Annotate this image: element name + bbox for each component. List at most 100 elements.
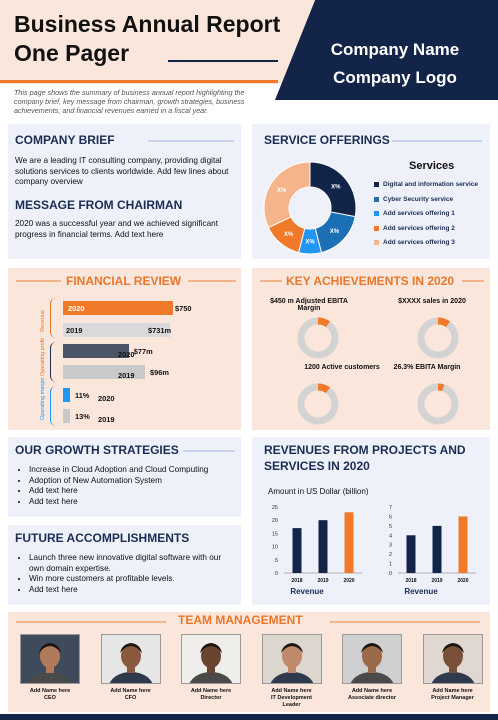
- company-name: Company Name: [330, 40, 460, 59]
- financial-bar: [63, 323, 171, 337]
- legend-swatch: [374, 240, 379, 245]
- y-tick-label: 6: [389, 514, 392, 520]
- title-line-1: Business Annual Report: [14, 11, 281, 37]
- financial-bar: [63, 301, 173, 315]
- revenue-bar: [318, 520, 328, 573]
- y-tick-label: 20: [272, 518, 278, 524]
- x-tick-label: 2020: [343, 578, 354, 584]
- bar-value: $77m: [133, 347, 153, 356]
- legend-item: Cyber Security service: [374, 196, 453, 203]
- financial-review-panel: FINANCIAL REVIEW Revenue 2020 $750 2019 $731…: [8, 268, 241, 430]
- team-member-card: Add Name here IT Development Leader: [261, 634, 322, 709]
- legend-label: Add services offering 3: [383, 239, 455, 246]
- team-member-role: Associate director: [348, 695, 396, 701]
- donut-slice-label: X%: [284, 232, 294, 238]
- team-rule-left: [16, 621, 166, 623]
- y-tick-label: 5: [275, 558, 278, 564]
- donut-slice: [309, 161, 357, 218]
- services-donut-chart: X% X% X% X% X%: [263, 161, 357, 255]
- financial-bar: [63, 409, 70, 423]
- x-axis-label: Revenue: [290, 587, 324, 596]
- x-tick-label: 2020: [457, 578, 468, 584]
- revenue-bar: [458, 516, 468, 573]
- team-rule-right: [330, 621, 480, 623]
- footer-bar: [0, 714, 498, 720]
- team-panel: TEAM MANAGEMENT Add Name here CEO Add Name…: [8, 612, 490, 712]
- achievement-label: 26.3% EBITA Margin: [393, 364, 461, 371]
- future-accomplishments-panel: FUTURE ACCOMPLISHMENTS Launch three new …: [8, 525, 241, 605]
- y-tick-label: 3: [389, 543, 392, 549]
- financial-bar: [63, 388, 70, 402]
- team-member-role: IT Development Leader: [271, 695, 312, 708]
- revenue-bar: [406, 535, 416, 573]
- donut-slice-label: X%: [330, 229, 340, 235]
- bar-value: 11%: [75, 391, 90, 400]
- growth-strategies-panel: OUR GROWTH STRATEGIES Increase in Cloud …: [8, 437, 241, 517]
- future-item: Launch three new innovative digital soft…: [29, 553, 227, 574]
- bar-year: 2020: [68, 304, 85, 313]
- group-bracket: [50, 386, 59, 426]
- y-tick-label: 0: [389, 571, 392, 577]
- y-tick-label: 0: [275, 571, 278, 577]
- achievement-gauge-fill: [437, 383, 445, 392]
- bar-value: 13%: [75, 412, 90, 421]
- achievement-gauge: [297, 383, 339, 425]
- company-brief-rule: [148, 140, 234, 142]
- team-member-name: Add Name here: [271, 688, 312, 694]
- x-tick-label: 2019: [431, 578, 442, 584]
- group-label: Revenue: [40, 309, 46, 332]
- revenue-chart-left: 0 5 10 15 20 25 2018 2019 2020 Revenue: [272, 505, 362, 596]
- growth-item: Adoption of New Automation System: [29, 476, 237, 487]
- y-tick-label: 2: [389, 552, 392, 558]
- legend-item: Add services offering 1: [374, 210, 455, 217]
- x-axis-label: Revenue: [404, 587, 438, 596]
- legend-swatch: [374, 182, 379, 187]
- revenues-subtitle: Amount in US Dollar (billion): [268, 487, 369, 496]
- bar-year: 2020: [98, 394, 115, 403]
- team-member-role: CFO: [124, 695, 137, 701]
- x-tick-label: 2018: [291, 578, 302, 584]
- bar-year: 2020: [118, 350, 135, 359]
- achievement-gauge-fill: [317, 317, 331, 328]
- company-brief-title: COMPANY BRIEF: [15, 133, 115, 147]
- bar-year: 2019: [118, 371, 135, 380]
- team-member-role: Director: [200, 695, 222, 701]
- company-brief-text: We are a leading IT consulting company, …: [15, 156, 229, 186]
- donut-slice: [263, 161, 311, 229]
- service-offerings-rule: [392, 140, 482, 142]
- y-tick-label: 4: [389, 533, 392, 539]
- avatar: [20, 634, 80, 684]
- team-member-name: Add Name here: [351, 688, 393, 694]
- growth-rule: [183, 450, 235, 452]
- y-tick-label: 1: [389, 562, 392, 568]
- bar-value: $731m: [148, 326, 172, 335]
- team-member-card: Add Name here Director: [181, 634, 241, 702]
- bar-year: 2019: [98, 415, 115, 424]
- avatar: [181, 634, 241, 684]
- title-line-2: One Pager: [14, 40, 130, 66]
- bar-value: $750: [175, 304, 192, 313]
- bar-value: $96m: [150, 368, 169, 377]
- title-underline: [168, 60, 278, 62]
- achievement-label: $XXXX sales in 2020: [398, 298, 466, 305]
- legend-swatch: [374, 211, 379, 216]
- team-member-card: Add Name here CEO: [20, 634, 80, 702]
- growth-item: Add text here: [29, 497, 237, 508]
- legend-item: Add services offering 3: [374, 239, 455, 246]
- intro-text: This page shows the summary of business …: [14, 88, 245, 115]
- donut-slice-label: X%: [331, 185, 341, 191]
- growth-strategies-title: OUR GROWTH STRATEGIES: [15, 443, 179, 457]
- team-member-name: Add Name here: [29, 688, 71, 694]
- legend-label: Cyber Security service: [383, 195, 454, 203]
- team-member-name: Add Name here: [110, 688, 151, 694]
- legend-item: Digital and information service: [374, 181, 478, 188]
- achievement-gauge: [417, 317, 459, 359]
- revenue-bar: [432, 525, 442, 573]
- legend-label: Add services offering 1: [383, 210, 455, 217]
- revenues-title-line-1: REVENUES FROM PROJECTS AND: [264, 443, 466, 457]
- y-tick-label: 25: [272, 505, 278, 511]
- logo-banner: [275, 0, 498, 100]
- achievement-gauge: [417, 383, 459, 425]
- page-title: Business Annual Report One Pager: [14, 10, 280, 68]
- y-tick-label: 10: [272, 545, 278, 551]
